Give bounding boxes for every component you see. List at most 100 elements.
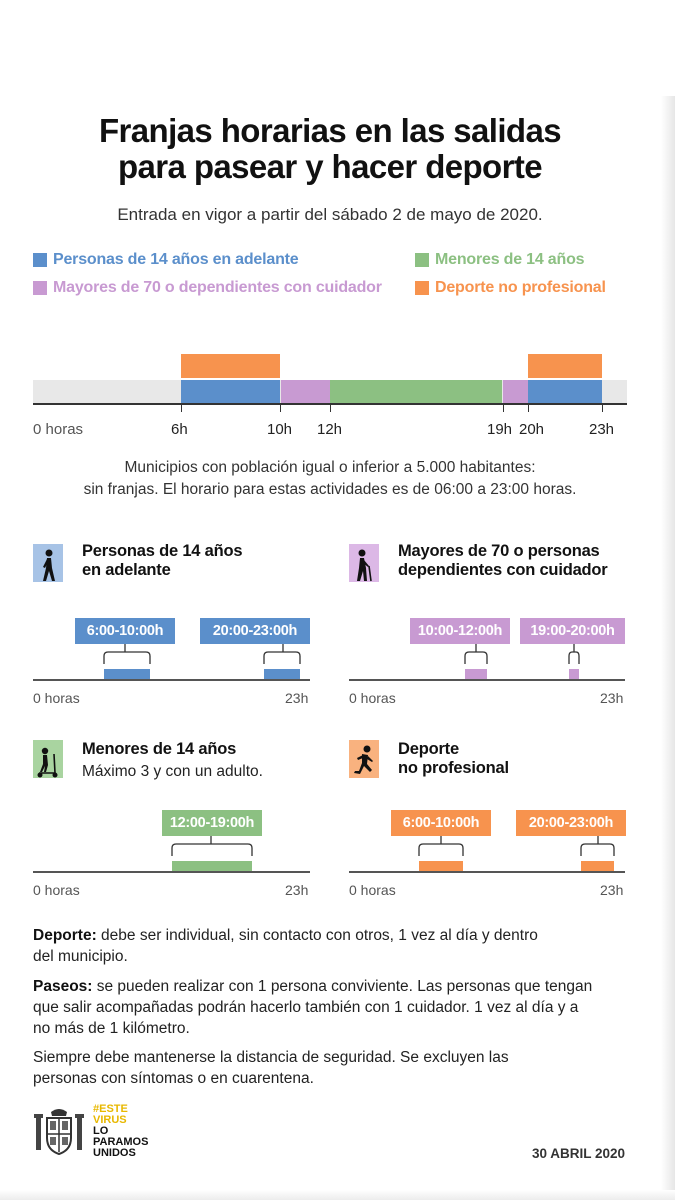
panel-children-axis-start: 0 horas [33, 882, 80, 898]
spain-coat-of-arms-icon [34, 1109, 84, 1156]
chip-sport-morning: 6:00-10:00h [391, 810, 491, 836]
legend-swatch-green [415, 253, 429, 267]
legend-swatch-purple [33, 281, 47, 295]
tick-label-12: 12h [317, 421, 343, 438]
walking-person-icon [33, 544, 63, 582]
chip-sport-evening: 20:00-23:00h [516, 810, 626, 836]
legend-seniors-label: Mayores de 70 o dependientes con cuidado… [53, 279, 382, 296]
panel-children-axis-end: 23h [285, 882, 309, 898]
legend-children-label: Menores de 14 años [435, 251, 585, 268]
page-bottom-edge [0, 1190, 675, 1200]
panel-sport-axis [349, 871, 625, 873]
panel-adults-axis-end: 23h [285, 690, 309, 706]
panel-seniors-axis-start: 0 horas [349, 690, 396, 706]
paragraph-walks-line-1: se pueden realizar con 1 persona convivi… [92, 978, 593, 995]
legend-sport: Deporte no profesional [415, 279, 606, 297]
paragraph-walks-line-3: no más de 1 kilómetro. [33, 1020, 190, 1037]
panel-adults-title-1: Personas de 14 años [82, 542, 243, 560]
small-towns-note-line-2: sin franjas. El horario para estas activ… [83, 481, 577, 498]
paragraph-sport-label: Deporte: [33, 927, 97, 944]
paragraph-walks-label: Paseos: [33, 978, 93, 995]
panel-sport-axis-start: 0 horas [349, 882, 396, 898]
timeline-sport-evening [528, 354, 602, 378]
bar-adults-evening [264, 669, 300, 679]
hashtag-line-4: PARAMOS [93, 1136, 149, 1148]
title-line-1: Franjas horarias en las salidas [99, 112, 562, 149]
tick-label-20: 20h [519, 421, 545, 438]
legend-swatch-orange [415, 281, 429, 295]
panel-adults-axis-start: 0 horas [33, 690, 80, 706]
subtitle: Entrada en vigor a partir del sábado 2 d… [117, 205, 543, 224]
paragraph-walks-line-2: que salir acompañadas podrán hacerlo tam… [33, 999, 579, 1016]
bar-seniors-morning [465, 669, 487, 679]
elderly-cane-icon [349, 544, 379, 582]
panel-seniors-title-2: dependientes con cuidador [398, 561, 608, 579]
timeline-adults-morning [181, 380, 280, 404]
timeline-children [330, 380, 502, 404]
timeline-seniors-morning [281, 380, 330, 404]
paragraph-sport-line-2: del municipio. [33, 948, 128, 965]
title-line-2: para pasear y hacer deporte [117, 148, 543, 185]
panel-sport-brackets [418, 836, 615, 856]
panel-seniors-brackets [464, 644, 580, 664]
tick-6 [181, 404, 182, 412]
paragraph-sport-line-1: debe ser individual, sin contacto con ot… [96, 927, 538, 944]
legend-children: Menores de 14 años [415, 251, 585, 269]
panel-children-title: Menores de 14 años [82, 740, 237, 758]
running-person-icon [349, 740, 379, 778]
tick-label-6: 6h [171, 421, 188, 438]
panel-sport-axis-end: 23h [600, 882, 624, 898]
panel-children-axis [33, 871, 310, 873]
panel-sport-title-2: no profesional [398, 759, 509, 777]
timeline-seniors-evening [503, 380, 528, 404]
legend-seniors: Mayores de 70 o dependientes con cuidado… [33, 279, 382, 297]
page-edge [661, 96, 675, 1200]
publication-date: 30 ABRIL 2020 [532, 1146, 626, 1161]
legend-adults: Personas de 14 años en adelante [33, 251, 299, 269]
paragraph-safety-line-2: personas con síntomas o en cuarentena. [33, 1070, 314, 1087]
legend-swatch-blue [33, 253, 47, 267]
panel-adults-title-2: en adelante [82, 561, 171, 579]
panel-adults-axis [33, 679, 310, 681]
paragraph-sport-rules: Deporte: debe ser individual, sin contac… [33, 925, 633, 967]
chip-adults-morning: 6:00-10:00h [75, 618, 175, 644]
hashtag-line-1: #ESTE [93, 1103, 128, 1115]
chip-adults-evening: 20:00-23:00h [200, 618, 310, 644]
panel-seniors-title-1: Mayores de 70 o personas [398, 542, 600, 560]
tick-label-23: 23h [589, 421, 615, 438]
hashtag-line-2: VIRUS [93, 1114, 127, 1126]
tick-label-19: 19h [487, 421, 513, 438]
hashtag-line-5: UNIDOS [93, 1147, 136, 1159]
bar-adults-morning [104, 669, 150, 679]
small-towns-note-line-1: Municipios con población igual o inferio… [124, 459, 536, 476]
chip-seniors-evening: 19:00-20:00h [520, 618, 625, 644]
bar-children [172, 861, 252, 871]
panel-children-subtitle: Máximo 3 y con un adulto. [82, 763, 263, 780]
timeline-sport-morning [181, 354, 280, 378]
legend-adults-label: Personas de 14 años en adelante [53, 251, 299, 268]
tick-19 [503, 404, 504, 412]
panel-seniors-axis [349, 679, 625, 681]
bar-sport-morning [419, 861, 463, 871]
chip-seniors-morning: 10:00-12:00h [410, 618, 510, 644]
top-blank-bar [0, 0, 675, 96]
hashtag-line-3: LO [93, 1125, 109, 1137]
tick-label-10: 10h [267, 421, 293, 438]
paragraph-walks-rules: Paseos: se pueden realizar con 1 persona… [33, 976, 633, 1039]
timeline-adults-evening [528, 380, 602, 404]
tick-12 [330, 404, 331, 412]
tick-10 [280, 404, 281, 412]
legend-sport-label: Deporte no profesional [435, 279, 606, 296]
panel-adults-brackets [103, 644, 301, 664]
bar-sport-evening [581, 861, 614, 871]
paragraph-safety: Siempre debe mantenerse la distancia de … [33, 1047, 633, 1089]
scooter-child-icon [33, 740, 63, 778]
panel-seniors-axis-end: 23h [600, 690, 624, 706]
chip-children: 12:00-19:00h [162, 810, 262, 836]
tick-23 [602, 404, 603, 412]
hashtag-logo: #ESTE VIRUS LO PARAMOS UNIDOS [93, 1104, 148, 1159]
panel-sport-title-1: Deporte [398, 740, 459, 758]
bar-seniors-evening [569, 669, 579, 679]
tick-label-0: 0 horas [33, 421, 84, 438]
paragraph-safety-line-1: Siempre debe mantenerse la distancia de … [33, 1049, 509, 1066]
